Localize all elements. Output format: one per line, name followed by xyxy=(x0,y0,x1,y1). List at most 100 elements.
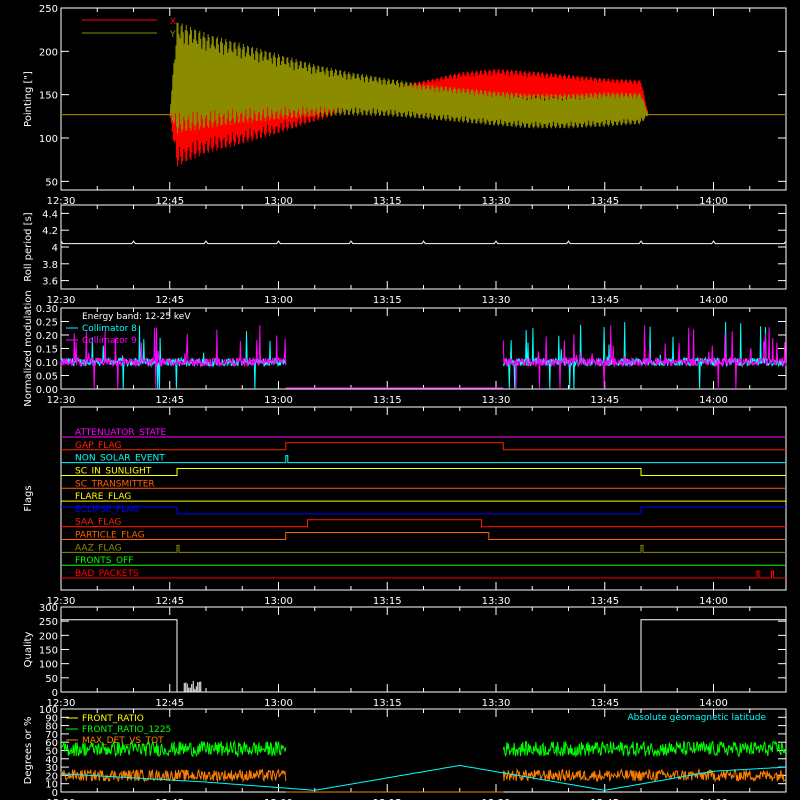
panel-5-xtick-label-1: 12:45 xyxy=(155,798,184,800)
panel-3-xtick-label-1: 12:45 xyxy=(155,596,184,607)
panel-1-ytick-label-2: 4 xyxy=(52,243,58,254)
panel-0-xtick-label-2: 13:00 xyxy=(264,196,293,207)
panel-2-xtick-label-0: 12:30 xyxy=(47,395,76,406)
pointing-series-y xyxy=(61,22,786,134)
panel-5-ytick-label-7: 70 xyxy=(45,730,58,741)
flag-label-flare_flag: FLARE_FLAG xyxy=(75,492,131,502)
flag-line-aaz_flag xyxy=(61,544,786,553)
panel-2-ytick-label-4: 0.20 xyxy=(36,331,58,342)
panel-5-ytick-label-8: 80 xyxy=(45,722,58,733)
panel-5-xtick-label-3: 13:15 xyxy=(373,798,402,800)
panel-5-ytick-label-5: 50 xyxy=(45,747,58,758)
panel-2-ytick-label-0: 0.00 xyxy=(36,385,58,396)
flag-label-particle_flag: PARTICLE_FLAG xyxy=(75,531,145,541)
panel-2-ytick-label-1: 0.05 xyxy=(36,372,58,383)
panel-4-xtick-label-3: 13:15 xyxy=(373,698,402,709)
legend-label-x: X xyxy=(170,17,176,27)
panel-1-ytick-label-3: 4.2 xyxy=(42,226,58,237)
modulation-series-1 xyxy=(60,325,787,390)
panel-0-ytick-label-2: 150 xyxy=(39,91,58,102)
panel-5-xtick-label-5: 13:45 xyxy=(590,798,619,800)
flag-line-eclipse_flag xyxy=(61,506,786,515)
panel-5-xtick-label-4: 13:30 xyxy=(482,798,511,800)
panel-2-ytick-label-5: 0.25 xyxy=(36,318,58,329)
panel-0-xtick-label-3: 13:15 xyxy=(373,196,402,207)
panel-4-ytick-label-0: 0 xyxy=(52,688,58,699)
panel-2-xtick-label-3: 13:15 xyxy=(373,395,402,406)
panel-4-ytick-label-1: 50 xyxy=(45,674,58,685)
panel-0-xtick-label-1: 12:45 xyxy=(155,196,184,207)
panel-4-xtick-label-2: 13:00 xyxy=(264,698,293,709)
geomagnetic-latitude-series xyxy=(60,764,787,791)
panel-5-ytick-label-9: 90 xyxy=(45,713,58,724)
flag-label-aaz_flag: AAZ_FLAG xyxy=(75,543,122,553)
panel-0-ytick-label-1: 100 xyxy=(39,134,58,145)
flag-line-saa_flag xyxy=(61,519,786,528)
flag-label-bad_packets: BAD_PACKETS xyxy=(75,569,139,579)
panel-2-ytick-label-2: 0.10 xyxy=(36,358,58,369)
panel-2-xtick-label-6: 14:00 xyxy=(699,395,728,406)
panel-4-xtick-label-1: 12:45 xyxy=(155,698,184,709)
panel-4-ytick-label-6: 300 xyxy=(39,603,58,614)
panel-4-xtick-label-5: 13:45 xyxy=(590,698,619,709)
panel-2-ylabel: Normalized modulation xyxy=(23,290,34,407)
flag-line-sc_in_sunlight xyxy=(61,468,786,476)
panel-2-xtick-label-5: 13:45 xyxy=(590,395,619,406)
modulation-legend-label-0: Collimator 8 xyxy=(82,324,137,334)
flag-label-sc_in_sunlight: SC_IN_SUNLIGHT xyxy=(75,466,152,476)
panel-5-ytick-label-3: 30 xyxy=(45,763,58,774)
flag-line-bad_packets xyxy=(61,570,786,579)
panel-4-ytick-label-4: 200 xyxy=(39,631,58,642)
panel-1-ytick-label-1: 3.8 xyxy=(42,260,58,271)
degrees-legend-label-0: FRONT_RATIO xyxy=(82,714,144,724)
roll-period-series xyxy=(60,240,787,245)
flag-line-non_solar_event xyxy=(61,455,786,464)
panel-5-xtick-label-2: 13:00 xyxy=(264,798,293,800)
flag-label-eclipse_flag: ECLIPSE_FLAG xyxy=(75,505,139,515)
panel-5-ylabel: Degrees or % xyxy=(23,717,34,785)
panel-4-ytick-label-3: 150 xyxy=(39,646,58,657)
panel-1-frame xyxy=(60,204,787,290)
modulation-series-0 xyxy=(60,321,787,390)
panel-5-xtick-label-0: 12:30 xyxy=(47,798,76,800)
panel-4-xtick-label-0: 12:30 xyxy=(47,698,76,709)
degrees-series-2 xyxy=(60,768,787,793)
panel-5-ytick-label-10: 100 xyxy=(39,705,58,716)
degrees-legend-label-3: Absolute geomagnetic latitude xyxy=(627,713,766,723)
flag-label-attenuator_state: ATTENUATOR_STATE xyxy=(75,428,167,438)
panel-2-xtick-label-1: 12:45 xyxy=(155,395,184,406)
panel-0-ylabel: Pointing ["] xyxy=(23,71,34,127)
panel-1-ylabel: Roll period [s] xyxy=(23,212,34,281)
panel-0-xtick-label-5: 13:45 xyxy=(590,196,619,207)
panel-3-frame xyxy=(60,406,787,591)
panel-0-ytick-label-0: 50 xyxy=(45,177,58,188)
panel-0-xtick-label-0: 12:30 xyxy=(47,196,76,207)
flag-label-gap_flag: GAP_FLAG xyxy=(75,441,121,451)
flag-label-fronts_off: FRONTS_OFF xyxy=(75,556,133,566)
degrees-legend-label-1: FRONT_RATIO_1225 xyxy=(82,725,171,735)
panel-0-xtick-label-6: 14:00 xyxy=(699,196,728,207)
panel-5-ytick-label-4: 40 xyxy=(45,755,58,766)
panel-3-ylabel: Flags xyxy=(23,485,34,511)
flag-label-sc_transmitter: SC_TRANSMITTER xyxy=(75,479,155,489)
panel-1-ytick-label-0: 3.6 xyxy=(42,277,58,288)
panel-3-xtick-label-3: 13:15 xyxy=(373,596,402,607)
panel-2-ytick-label-6: 0.30 xyxy=(36,304,58,315)
panel-1-xtick-label-4: 13:30 xyxy=(482,295,511,306)
panel-3-xtick-label-5: 13:45 xyxy=(590,596,619,607)
panel-1-xtick-label-1: 12:45 xyxy=(155,295,184,306)
panel-3-xtick-label-0: 12:30 xyxy=(47,596,76,607)
legend-label-y: Y xyxy=(169,30,176,40)
panel-1-xtick-label-5: 13:45 xyxy=(590,295,619,306)
panel-5-ytick-label-0: 0 xyxy=(52,788,58,799)
panel-1-xtick-label-2: 13:00 xyxy=(264,295,293,306)
panel-3-xtick-label-6: 14:00 xyxy=(699,596,728,607)
quality-series xyxy=(61,619,786,693)
panel-2-xtick-label-4: 13:30 xyxy=(482,395,511,406)
panel-1-xtick-label-6: 14:00 xyxy=(699,295,728,306)
panel-2-ytick-label-3: 0.15 xyxy=(36,345,58,356)
panel-0-ytick-label-4: 250 xyxy=(39,4,58,15)
panel-4-ytick-label-2: 100 xyxy=(39,660,58,671)
modulation-legend-label-1: Collimator 9 xyxy=(82,336,137,346)
